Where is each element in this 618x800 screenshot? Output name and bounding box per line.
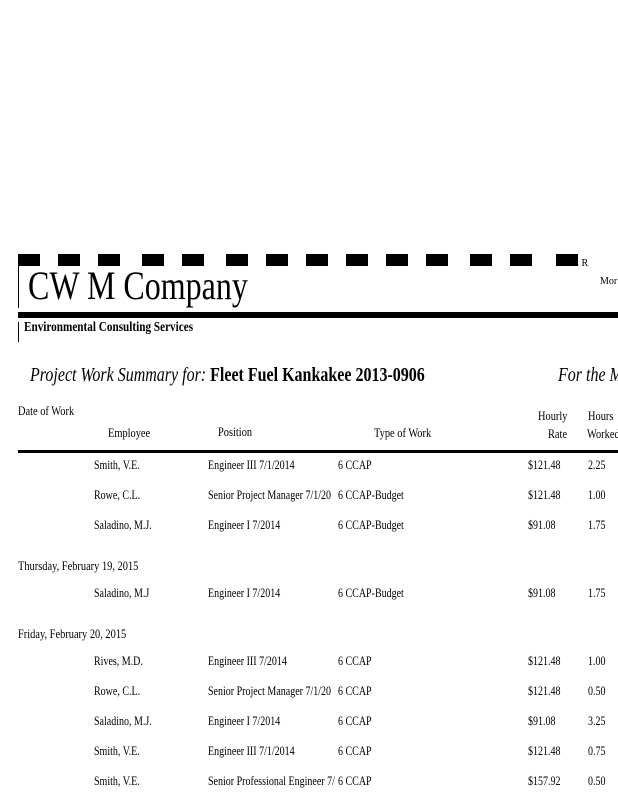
row-hours: 1.00 <box>588 654 606 668</box>
col-type: Type of Work <box>374 425 432 440</box>
header-dash <box>266 254 288 266</box>
row-rate: $121.48 <box>528 488 561 502</box>
date-heading: Thursday, February 19, 2015 <box>18 558 139 573</box>
row-position: Engineer I 7/2014 <box>208 714 281 728</box>
row-rate: $91.08 <box>528 714 556 728</box>
row-rate: $121.48 <box>528 684 561 698</box>
row-position: Engineer I 7/2014 <box>208 518 281 532</box>
row-position: Engineer III 7/1/2014 <box>208 744 295 758</box>
header-left-border <box>18 258 19 308</box>
row-type: 6 CCAP <box>338 714 372 728</box>
row-employee: Rowe, C.L. <box>94 488 141 502</box>
header-dash <box>386 254 408 266</box>
row-employee: Smith, V.E. <box>94 458 140 472</box>
report-period: For the M <box>558 364 618 386</box>
row-rate: $91.08 <box>528 586 556 600</box>
col-employee: Employee <box>108 425 151 440</box>
row-rate: $121.48 <box>528 744 561 758</box>
col-date: Date of Work <box>18 403 75 418</box>
row-position: Engineer III 7/2014 <box>208 654 287 668</box>
header-dash <box>556 254 578 266</box>
header-dash <box>98 254 120 266</box>
col-rate-1: Hourly <box>538 408 568 423</box>
row-type: 6 CCAP-Budget <box>338 488 404 502</box>
row-hours: 0.75 <box>588 744 606 758</box>
row-employee: Rives, M.D. <box>94 654 143 668</box>
header-dash <box>306 254 328 266</box>
row-type: 6 CCAP <box>338 654 372 668</box>
company-name: CW M Company <box>28 263 248 308</box>
row-employee: Smith, V.E. <box>94 774 140 788</box>
address-fragment-2: Mor <box>600 276 618 287</box>
row-rate: $91.08 <box>528 518 556 532</box>
row-hours: 1.75 <box>588 518 606 532</box>
row-hours: 0.50 <box>588 774 606 788</box>
header-bar <box>18 312 618 318</box>
row-rate: $157.92 <box>528 774 561 788</box>
address-fragment: W. R <box>568 258 589 269</box>
row-rate: $121.48 <box>528 458 561 472</box>
col-rate-2: Rate <box>548 426 568 441</box>
row-hours: 3.25 <box>588 714 606 728</box>
row-employee: Saladino, M.J. <box>94 714 152 728</box>
header-dash <box>226 254 248 266</box>
row-hours: 1.00 <box>588 488 606 502</box>
header-dash <box>58 254 80 266</box>
row-type: 6 CCAP <box>338 744 372 758</box>
row-rate: $121.48 <box>528 654 561 668</box>
row-hours: 1.75 <box>588 586 606 600</box>
col-position: Position <box>218 424 253 439</box>
header-dash <box>470 254 492 266</box>
row-type: 6 CCAP <box>338 684 372 698</box>
header-dash <box>142 254 164 266</box>
row-employee: Smith, V.E. <box>94 744 140 758</box>
header-dash <box>18 254 40 266</box>
row-type: 6 CCAP-Budget <box>338 518 404 532</box>
header-dash <box>510 254 532 266</box>
row-type: 6 CCAP <box>338 458 372 472</box>
row-position: Engineer III 7/1/2014 <box>208 458 295 472</box>
col-hours-1: Hours <box>588 408 614 423</box>
company-tagline: Environmental Consulting Services <box>24 320 194 335</box>
date-heading: Friday, February 20, 2015 <box>18 626 127 641</box>
row-position: Senior Professional Engineer 7/ <box>208 774 335 788</box>
header-dash <box>182 254 204 266</box>
header-dash <box>426 254 448 266</box>
row-position: Senior Project Manager 7/1/20 <box>208 684 332 698</box>
row-position: Engineer I 7/2014 <box>208 586 281 600</box>
row-hours: 2.25 <box>588 458 606 472</box>
row-employee: Rowe, C.L. <box>94 684 141 698</box>
report-title: Project Work Summary for: Fleet Fuel Kan… <box>30 364 425 386</box>
row-employee: Saladino, M.J <box>94 586 150 600</box>
row-hours: 0.50 <box>588 684 606 698</box>
row-type: 6 CCAP <box>338 774 372 788</box>
row-position: Senior Project Manager 7/1/20 <box>208 488 332 502</box>
row-type: 6 CCAP-Budget <box>338 586 404 600</box>
row-employee: Saladino, M.J. <box>94 518 152 532</box>
header-dash <box>346 254 368 266</box>
col-hours-2: Worked <box>587 426 618 441</box>
header-rule <box>18 450 618 453</box>
tagline-left-border <box>18 322 19 342</box>
